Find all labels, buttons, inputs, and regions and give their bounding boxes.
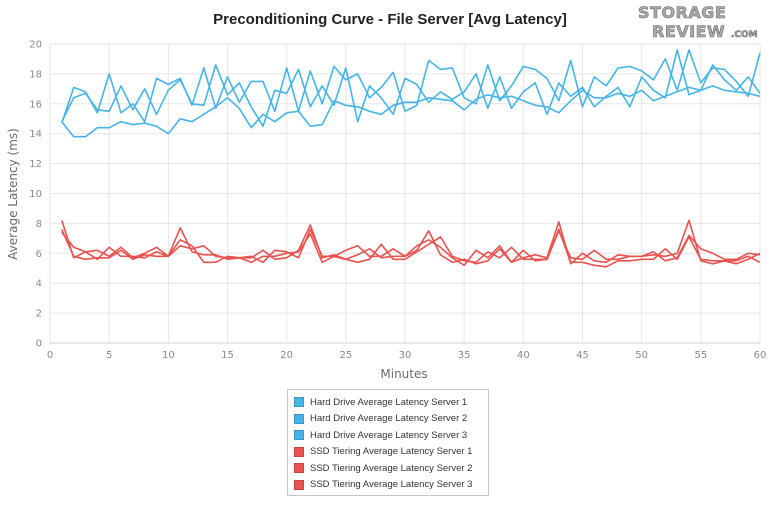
x-tick-label: 35 [458, 350, 471, 361]
legend-swatch [294, 479, 304, 490]
x-tick-label: 40 [517, 350, 530, 361]
legend-swatch [294, 463, 304, 474]
chart-legend: Hard Drive Average Latency Server 1 Hard … [287, 389, 489, 496]
grid [49, 43, 761, 344]
y-tick-label: 2 [36, 309, 42, 320]
y-tick-label: 10 [29, 189, 42, 200]
y-tick-label: 4 [36, 279, 42, 290]
x-tick-label: 20 [280, 350, 293, 361]
y-axis-label: Average Latency (ms) [6, 128, 20, 260]
y-tick-label: 20 [29, 40, 42, 51]
y-tick-label: 18 [29, 69, 42, 80]
legend-item[interactable]: SSD Tiering Average Latency Server 2 [294, 460, 488, 477]
legend-swatch [294, 430, 304, 441]
y-tick-label: 16 [29, 99, 42, 110]
x-tick-label: 55 [694, 350, 707, 361]
legend-label: SSD Tiering Average Latency Server 2 [310, 462, 473, 474]
x-tick-label: 50 [635, 350, 648, 361]
y-tick-label: 8 [36, 219, 42, 230]
x-axis-label: Minutes [380, 367, 427, 381]
x-tick-label: 0 [47, 350, 53, 361]
x-tick-label: 45 [576, 350, 589, 361]
logo-line2: REVIEW [652, 22, 725, 41]
series-line-6 [61, 228, 761, 268]
series-lines [61, 49, 761, 268]
y-tick-label: 6 [36, 249, 42, 260]
storagereview-logo: STORAGE REVIEW .COM [638, 3, 758, 42]
y-tick-label: 12 [29, 159, 42, 170]
series-line-1 [61, 49, 761, 124]
legend-label: SSD Tiering Average Latency Server 3 [310, 479, 473, 491]
series-line-3 [61, 85, 761, 138]
series-line-5 [61, 228, 761, 267]
legend-label: Hard Drive Average Latency Server 1 [310, 396, 468, 408]
legend-item[interactable]: Hard Drive Average Latency Server 3 [294, 427, 488, 444]
legend-item[interactable]: Hard Drive Average Latency Server 1 [294, 394, 488, 411]
logo-line1: STORAGE [638, 3, 726, 22]
chart-title: Preconditioning Curve - File Server [Avg… [213, 11, 567, 28]
y-tick-label: 14 [29, 129, 42, 140]
legend-label: SSD Tiering Average Latency Server 1 [310, 446, 473, 458]
legend-item[interactable]: Hard Drive Average Latency Server 2 [294, 411, 488, 428]
legend-swatch [294, 446, 304, 457]
tick-labels: 0 2 4 6 8 10 12 14 16 18 20 0 5 10 15 20 25 30 35 40 45 50 55 6… [29, 40, 766, 362]
x-tick-label: 60 [754, 350, 767, 361]
logo-suffix: .COM [731, 30, 758, 40]
legend-swatch [294, 397, 304, 408]
x-tick-label: 5 [106, 350, 112, 361]
legend-item[interactable]: SSD Tiering Average Latency Server 3 [294, 477, 488, 494]
x-tick-label: 30 [399, 350, 412, 361]
legend-item[interactable]: SSD Tiering Average Latency Server 1 [294, 444, 488, 461]
series-line-2 [61, 49, 761, 127]
x-tick-label: 25 [339, 350, 352, 361]
x-tick-label: 10 [162, 350, 175, 361]
x-tick-label: 15 [221, 350, 234, 361]
y-tick-label: 0 [36, 339, 42, 350]
legend-label: Hard Drive Average Latency Server 3 [310, 429, 468, 441]
legend-label: Hard Drive Average Latency Server 2 [310, 413, 468, 425]
legend-swatch [294, 413, 304, 424]
